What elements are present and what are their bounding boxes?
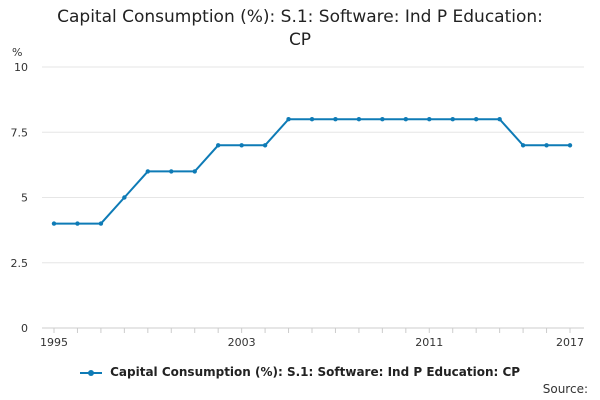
- data-point: [262, 143, 268, 148]
- chart-title-line-2: CP: [288, 30, 312, 50]
- y-tick-label: 10: [14, 61, 28, 74]
- data-point: [497, 117, 502, 122]
- data-point: [192, 169, 197, 174]
- data-point: [473, 117, 479, 122]
- legend-label: Capital Consumption (%): S.1: Software: …: [110, 365, 521, 379]
- data-point: [403, 117, 409, 122]
- data-point: [51, 221, 57, 226]
- data-point: [380, 117, 385, 122]
- data-point: [427, 117, 432, 122]
- x-tick-label: 2003: [228, 336, 256, 349]
- y-tick-label: 0: [21, 322, 28, 335]
- data-point: [215, 143, 221, 148]
- x-axis-ticks: 1995 2003 2011 2017: [40, 328, 584, 349]
- data-point: [356, 117, 362, 122]
- data-point: [309, 117, 315, 122]
- x-tick-label: 2011: [415, 336, 443, 349]
- data-point: [98, 221, 104, 226]
- data-point: [145, 169, 151, 174]
- data-point: [75, 221, 80, 226]
- chart-title: Capital Consumption (%): S.1: Software: …: [0, 6, 600, 52]
- data-point: [544, 143, 549, 148]
- data-point: [122, 195, 127, 200]
- series-group: [51, 117, 573, 226]
- data-point: [333, 117, 338, 122]
- data-point: [520, 143, 526, 148]
- y-axis-unit-label: %: [12, 46, 22, 59]
- x-tick-label: 1995: [40, 336, 68, 349]
- data-point: [239, 143, 244, 148]
- gridlines: [42, 66, 584, 329]
- data-point: [450, 117, 455, 122]
- data-point: [286, 117, 291, 122]
- y-axis-ticks: 0 2.5 5 7.5 10: [11, 61, 29, 335]
- legend: Capital Consumption (%): S.1: Software: …: [0, 365, 600, 379]
- x-tick-label: 2017: [556, 336, 584, 349]
- y-tick-label: 7.5: [11, 126, 29, 139]
- data-point: [169, 169, 174, 174]
- series-line-0: [54, 118, 570, 225]
- source-label: Source:: [542, 382, 588, 396]
- legend-swatch: [79, 369, 102, 376]
- data-point: [567, 143, 573, 148]
- chart-title-line-1: Capital Consumption (%): S.1: Software: …: [57, 7, 543, 27]
- y-tick-label: 5: [21, 192, 28, 205]
- y-tick-label: 2.5: [11, 257, 29, 270]
